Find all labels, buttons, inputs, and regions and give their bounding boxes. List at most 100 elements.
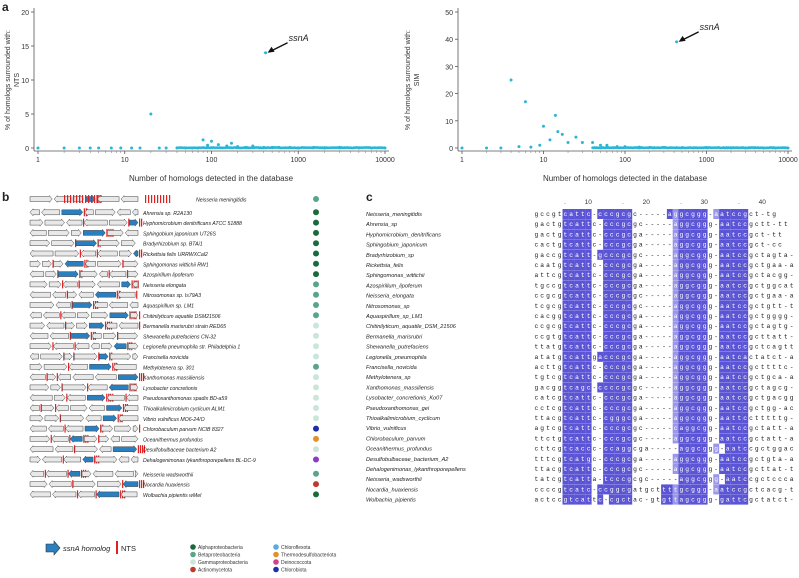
nucleotide: c [743,395,747,402]
gene-row: Bradyrhizobium sp. BTAi1 [30,239,319,248]
nucleotide: c [616,231,620,238]
nucleotide: g [680,272,684,279]
nucleotide: c [604,231,608,238]
nucleotide: g [697,293,701,300]
nucleotide: c [627,466,631,473]
gene-arrow [30,405,40,412]
nucleotide: g [622,395,626,402]
gene-arrow [42,209,60,216]
nucleotide: a [674,354,678,361]
nucleotide: g [697,221,701,228]
taxon-dot [313,491,319,497]
nucleotide: t [587,435,591,442]
nucleotide: c [540,303,544,310]
nucleotide: g [767,374,771,381]
gene-arrow [63,281,77,288]
nucleotide: g [703,354,707,361]
nucleotide: a [535,364,539,371]
nucleotide: a [714,486,718,493]
nucleotide: - [784,456,788,463]
taxon-dot [313,302,319,308]
nucleotide: - [645,252,649,259]
data-point [370,147,373,150]
nucleotide: t [540,466,544,473]
nucleotide: a [575,303,579,310]
x-tick-label: 100 [619,157,631,164]
nucleotide: g [627,211,631,218]
nucleotide: c [540,364,544,371]
nucleotide: c [691,405,695,412]
gene-arrow [46,271,56,278]
x-axis-label: Number of homologs detected in the datab… [129,174,294,183]
annotation-label: ssnA [700,22,720,32]
nucleotide: - [668,435,672,442]
nucleotide: c [743,435,747,442]
nucleotide: c [569,333,573,340]
ssna-homolog-gene [83,456,93,463]
nucleotide: c [610,466,614,473]
nucleotide: c [772,476,776,483]
nucleotide: c [639,252,643,259]
gene-row: Neisseria elongata [30,280,319,289]
gene-arrow [61,312,75,319]
organism-label: Pseudoxanthomonas spadix BD-a59 [143,396,227,402]
taxon-legend-dot [190,559,196,565]
nucleotide: g [697,211,701,218]
nucleotide: t [778,364,782,371]
nucleotide: c [610,282,614,289]
sequence-name: Thioalkalimicrobium_cyclicum [366,416,440,422]
gene-arrow [133,353,138,360]
nucleotide: g [622,466,626,473]
nucleotide: c [749,354,753,361]
nucleotide: g [633,272,637,279]
nucleotide: t [761,272,765,279]
nucleotide: g [633,313,637,320]
nucleotide: c [691,242,695,249]
gene-arrow [109,219,127,226]
nucleotide: a [540,384,544,391]
nucleotide: g [627,476,631,483]
nucleotide: g [709,282,713,289]
nucleotide: - [598,313,602,320]
nucleotide: g [697,282,701,289]
data-point [638,146,641,149]
sequence-name: Vibrio_vulnificus [366,426,407,432]
nucleotide: t [732,456,736,463]
nucleotide: - [598,446,602,453]
nucleotide: g [784,384,788,391]
data-point [384,147,387,150]
nucleotide: c [616,405,620,412]
nucleotide: a [726,231,730,238]
nucleotide: t [535,456,539,463]
nucleotide: g [709,293,713,300]
nucleotide: a [575,272,579,279]
nucleotide: c [569,242,573,249]
nucleotide: c [784,476,788,483]
nucleotide: g [685,354,689,361]
nucleotide: a [778,262,782,269]
nucleotide: t [546,497,550,504]
nucleotide: a [674,384,678,391]
nucleotide: c [674,425,678,432]
nucleotide: a [778,293,782,300]
nucleotide: g [680,303,684,310]
nucleotide: c [587,384,591,391]
nucleotide: - [598,282,602,289]
nts-marker [70,195,71,203]
gene-arrow [65,425,83,432]
taxon-legend-dot [273,567,279,573]
ssna-homolog-gene [73,302,93,309]
nucleotide: - [714,303,718,310]
nucleotide: g [645,486,649,493]
data-point [574,136,577,139]
gene-arrow [103,332,116,339]
nucleotide: c [610,425,614,432]
nucleotide: c [755,384,759,391]
alignment-row: Lysobacter_concretionis_Ko07 c a t c g t c a t t c -… [366,393,794,403]
nucleotide: a [535,497,539,504]
nucleotide: t [627,497,631,504]
gene-row: Nitrosomonas sp. Is79A3 [30,291,319,300]
nucleotide: g [703,262,707,269]
nucleotide: a [575,374,579,381]
nucleotide: g [622,446,626,453]
